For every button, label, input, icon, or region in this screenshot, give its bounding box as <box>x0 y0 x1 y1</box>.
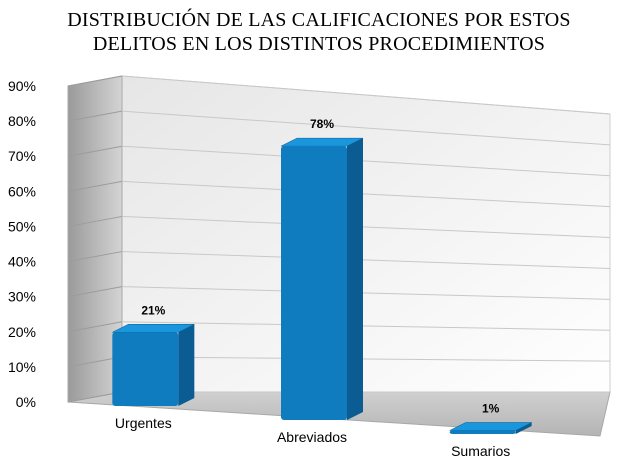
chart-title-line-1: DISTRIBUCIÓN DE LAS CALIFICACIONES POR E… <box>67 9 571 31</box>
gridline <box>121 321 611 331</box>
gridline-side <box>67 75 123 87</box>
gridline <box>121 75 611 115</box>
bar-sumarios <box>449 422 532 434</box>
y-tick-label: 30% <box>8 289 36 305</box>
y-tick-label: 90% <box>8 78 36 94</box>
gridline <box>121 251 611 269</box>
gridline-side <box>67 215 123 227</box>
bar-abreviados <box>280 137 364 420</box>
y-tick-label: 60% <box>8 183 36 199</box>
bar-side-face <box>515 422 532 434</box>
bar-front-face <box>112 332 179 406</box>
data-label: 78% <box>310 117 334 131</box>
y-tick-label: 80% <box>8 113 36 129</box>
gridline-side <box>67 286 123 298</box>
gridline-side <box>67 251 123 263</box>
gridline <box>121 286 611 300</box>
gridline <box>121 180 611 208</box>
data-label: 21% <box>141 303 165 317</box>
category-label: Sumarios <box>451 443 510 459</box>
y-tick-label: 0% <box>16 394 36 410</box>
chart-title: DISTRIBUCIÓN DE LAS CALIFICACIONES POR E… <box>0 8 638 56</box>
bar-side-face <box>347 138 363 420</box>
y-tick-label: 20% <box>8 324 36 340</box>
y-tick-label: 40% <box>8 254 36 270</box>
gridline <box>121 145 611 177</box>
bar-urgentes <box>112 324 195 406</box>
category-label: Abreviados <box>277 429 347 445</box>
bar-side-face <box>178 324 195 406</box>
data-label: 1% <box>482 401 500 415</box>
chart-title-line-2: DELITOS EN LOS DISTINTOS PROCEDIMIENTOS <box>92 33 546 55</box>
bar-front-face <box>449 430 516 434</box>
gridline <box>121 215 611 239</box>
gridline-side <box>67 110 123 122</box>
bar-front-face <box>281 146 347 420</box>
y-tick-label: 50% <box>8 218 36 234</box>
y-tick-label: 70% <box>8 148 36 164</box>
gridline <box>121 110 611 146</box>
gridline-side <box>67 180 123 192</box>
gridline <box>121 356 611 362</box>
y-tick-label: 10% <box>8 359 36 375</box>
gridline-side <box>67 145 123 157</box>
gridline-side <box>67 321 123 333</box>
category-label: Urgentes <box>115 415 172 431</box>
